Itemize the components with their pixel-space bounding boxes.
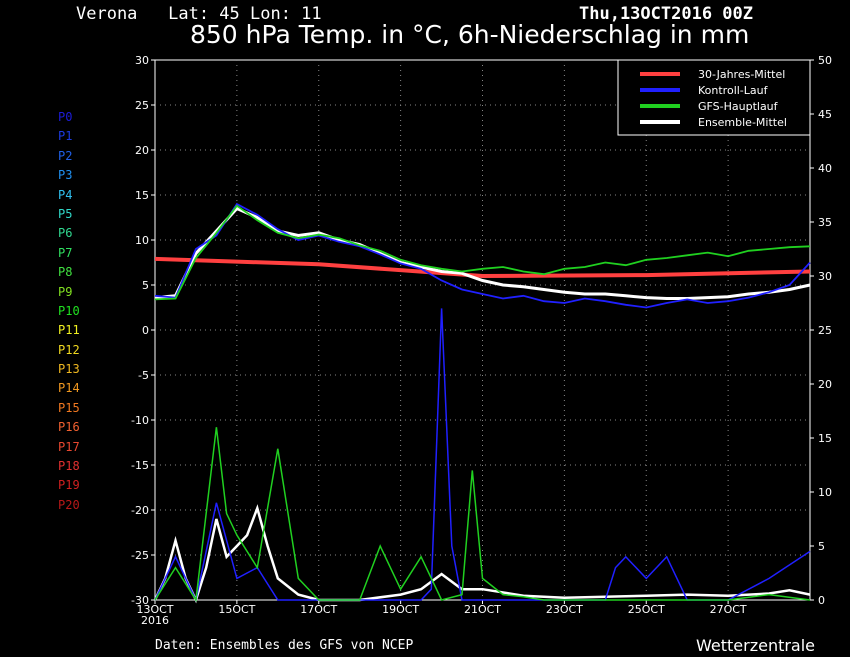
y-left-tick-label: -25 — [131, 549, 149, 562]
member-label-p16: P16 — [58, 420, 80, 435]
y-left-tick-label: 5 — [142, 279, 149, 292]
y-left-tick-label: -15 — [131, 459, 149, 472]
y-left-tick-label: 15 — [135, 189, 149, 202]
y-left-tick-label: 25 — [135, 99, 149, 112]
member-label-p8: P8 — [58, 265, 73, 280]
x-tick-label: 15OCT — [218, 603, 255, 616]
y-right-tick-label: 50 — [818, 54, 832, 67]
member-label-p5: P5 — [58, 206, 73, 221]
member-label-p14: P14 — [58, 381, 80, 396]
chart-title: 850 hPa Temp. in °C, 6h-Niederschlag in … — [190, 20, 750, 49]
run-date-label: Thu,13OCT2016 00Z — [579, 4, 753, 24]
y-right-tick-label: 10 — [818, 486, 832, 499]
legend-label: GFS-Hauptlauf — [698, 100, 779, 113]
y-right-tick-label: 30 — [818, 270, 832, 283]
member-label-p10: P10 — [58, 303, 80, 318]
member-label-p2: P2 — [58, 148, 73, 163]
precip-line-gfs-hauptlauf — [154, 427, 811, 603]
x-tick-label: 23OCT — [546, 603, 583, 616]
y-right-tick-label: 35 — [818, 216, 832, 229]
y-right-tick-label: 45 — [818, 108, 832, 121]
member-label-p17: P17 — [58, 439, 80, 454]
member-label-p3: P3 — [58, 168, 73, 183]
member-label-p11: P11 — [58, 323, 80, 338]
data-source-label: Daten: Ensembles des GFS von NCEP — [155, 638, 414, 653]
member-label-p0: P0 — [58, 110, 73, 124]
y-right-tick-label: 5 — [818, 540, 825, 553]
y-right-tick-label: 15 — [818, 432, 832, 445]
y-right-tick-label: 0 — [818, 594, 825, 607]
x-tick-label: 13OCT — [136, 603, 173, 616]
member-label-p6: P6 — [58, 226, 73, 241]
x-tick-label: 17OCT — [300, 603, 337, 616]
member-label-p19: P19 — [58, 478, 80, 493]
x-tick-label: 21OCT — [464, 603, 501, 616]
member-label-p9: P9 — [58, 284, 73, 299]
y-right-tick-label: 20 — [818, 378, 832, 391]
y-left-tick-label: 0 — [142, 324, 149, 337]
x-year-label: 2016 — [141, 614, 169, 627]
legend-label: Kontroll-Lauf — [698, 84, 769, 97]
y-left-tick-label: 10 — [135, 234, 149, 247]
member-label-p4: P4 — [58, 187, 73, 202]
legend-label: Ensemble-Mittel — [698, 116, 787, 129]
temp-line--jahres-mittel — [154, 256, 811, 279]
member-label-p12: P12 — [58, 342, 80, 357]
member-label-p13: P13 — [58, 362, 80, 377]
member-label-p1: P1 — [58, 129, 73, 144]
legend-label: 30-Jahres-Mittel — [698, 68, 785, 81]
member-label-p18: P18 — [58, 459, 80, 474]
y-left-tick-label: -5 — [138, 369, 149, 382]
x-tick-label: 19OCT — [382, 603, 419, 616]
member-label-p15: P15 — [58, 400, 80, 415]
y-right-tick-label: 25 — [818, 324, 832, 337]
member-label-p7: P7 — [58, 245, 73, 260]
y-left-tick-label: 30 — [135, 54, 149, 67]
y-right-tick-label: 40 — [818, 162, 832, 175]
temp-line-gfs-hauptlauf — [154, 204, 811, 301]
brand-label: Wetterzentrale — [696, 636, 816, 655]
location-label: Verona Lat: 45 Lon: 11 — [76, 4, 322, 24]
y-left-tick-label: -10 — [131, 414, 149, 427]
y-left-tick-label: -30 — [131, 594, 149, 607]
temp-line-kontroll-lauf — [154, 202, 811, 309]
temp-line-ensemble-mittel — [154, 206, 811, 300]
x-tick-label: 25OCT — [628, 603, 665, 616]
member-list: P0 P1 P2 P3 P4 P5 P6 P7 P8 P9 P10 P11 P12 P13 P14 P15 P1… — [58, 108, 80, 515]
x-tick-label: 27OCT — [710, 603, 747, 616]
precip-line-kontroll-lauf — [154, 308, 811, 603]
member-label-p20: P20 — [58, 497, 80, 512]
y-left-tick-label: 20 — [135, 144, 149, 157]
precip-line-ensemble-mittel — [153, 504, 811, 604]
y-left-tick-label: -20 — [131, 504, 149, 517]
